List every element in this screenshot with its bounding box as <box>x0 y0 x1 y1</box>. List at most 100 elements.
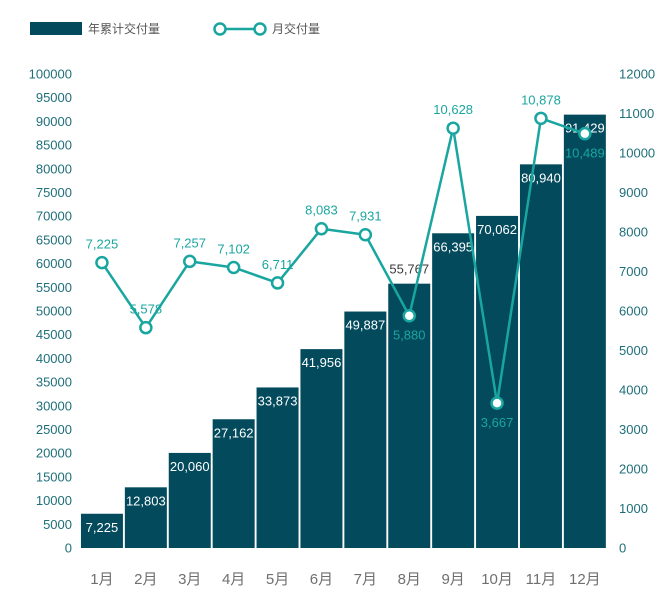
x-tick: 9月 <box>441 571 464 588</box>
y-left-tick: 100000 <box>29 67 72 82</box>
line-point <box>95 255 109 270</box>
y-axis-right: 0 1000 2000 3000 4000 5000 6000 7000 8000 9000 100… <box>619 67 655 556</box>
bar-labels: 7,225 12,803 20,060 27,162 33,873 41,956 49,88… <box>86 121 605 535</box>
bar <box>80 513 123 548</box>
y-right-tick: 0 <box>619 541 626 556</box>
legend-bar-label: 年累计交付量 <box>88 21 160 36</box>
line-label: 10,628 <box>433 102 473 117</box>
x-tick: 4月 <box>222 571 245 588</box>
y-left-tick: 95000 <box>36 90 72 105</box>
bar-label: 55,767 <box>389 262 429 277</box>
x-tick: 11月 <box>526 571 557 588</box>
line-label: 5,578 <box>130 302 163 317</box>
y-left-tick: 30000 <box>36 398 72 413</box>
y-left-tick: 50000 <box>36 304 72 319</box>
line-label: 8,083 <box>305 203 338 218</box>
bar-label: 41,956 <box>302 355 342 370</box>
y-right-tick: 2000 <box>619 462 648 477</box>
bar <box>124 487 167 548</box>
line-label: 3,667 <box>481 415 514 430</box>
y-axis-left: 0 5000 10000 15000 20000 25000 30000 35000 40000… <box>29 67 72 556</box>
bar-label: 80,940 <box>521 170 561 185</box>
y-left-tick: 25000 <box>36 422 72 437</box>
y-left-tick: 90000 <box>36 114 72 129</box>
bar <box>519 164 562 548</box>
x-tick: 5月 <box>266 571 289 588</box>
line-label: 7,257 <box>173 235 206 250</box>
bar <box>344 311 387 548</box>
x-tick: 1月 <box>90 571 113 588</box>
line-label: 5,880 <box>393 328 426 343</box>
legend-line-label: 月交付量 <box>272 21 320 36</box>
line-label: 6,711 <box>262 257 294 272</box>
y-left-tick: 35000 <box>36 375 72 390</box>
x-tick: 7月 <box>354 571 377 588</box>
bar <box>432 233 475 548</box>
line-point <box>578 126 592 141</box>
y-right-tick: 11000 <box>619 106 654 121</box>
y-right-tick: 4000 <box>619 383 648 398</box>
line-labels: 7,225 5,578 7,257 7,102 6,711 8,083 7,931 5,880… <box>86 92 605 430</box>
y-left-tick: 60000 <box>36 256 72 271</box>
y-left-tick: 45000 <box>36 327 72 342</box>
x-tick: 2月 <box>134 571 157 588</box>
line-point <box>183 254 197 269</box>
line-point <box>490 396 504 410</box>
bar <box>256 387 299 548</box>
line-point <box>226 260 241 275</box>
y-right-tick: 5000 <box>619 343 648 358</box>
x-tick: 12月 <box>569 571 601 588</box>
line-point <box>446 121 460 135</box>
line-point <box>358 227 373 242</box>
y-left-tick: 10000 <box>36 493 72 508</box>
y-left-tick: 75000 <box>36 185 72 200</box>
line-point <box>270 276 285 290</box>
bar <box>388 283 431 548</box>
bar-label: 27,162 <box>214 425 254 440</box>
monthly-line-path <box>100 117 586 405</box>
y-left-tick: 70000 <box>36 209 72 224</box>
bar-label: 70,062 <box>477 222 517 237</box>
y-right-tick: 10000 <box>619 146 655 161</box>
y-right-tick: 1000 <box>619 501 648 516</box>
legend-bar-swatch <box>30 22 82 35</box>
bar <box>563 114 606 549</box>
line-label: 10,489 <box>565 146 605 161</box>
line-label: 7,931 <box>349 209 382 224</box>
y-right-tick: 6000 <box>619 304 648 319</box>
y-right-tick: 8000 <box>619 225 648 240</box>
bars <box>80 114 606 549</box>
bar-label: 66,395 <box>433 239 473 254</box>
x-tick: 6月 <box>310 571 333 588</box>
line-point <box>139 320 153 335</box>
y-left-tick: 65000 <box>36 232 72 247</box>
y-right-tick: 9000 <box>619 185 648 200</box>
legend-line-marker-left <box>213 22 227 36</box>
x-tick: 3月 <box>178 571 201 588</box>
bar <box>300 349 343 548</box>
bar <box>476 215 519 548</box>
line-label: 7,102 <box>217 241 250 256</box>
y-right-tick: 7000 <box>619 264 648 279</box>
y-left-tick: 5000 <box>43 517 72 532</box>
bar <box>212 419 255 548</box>
y-right-tick: 12000 <box>619 67 655 82</box>
bar <box>168 452 211 548</box>
x-tick: 8月 <box>398 571 421 588</box>
legend-line-marker-right <box>253 22 267 36</box>
y-left-tick: 0 <box>65 541 72 556</box>
line-point <box>534 111 548 126</box>
monthly-line <box>95 111 592 410</box>
legend: 年累计交付量 月交付量 <box>30 21 320 36</box>
line-label: 7,225 <box>86 237 119 252</box>
bar-label: 7,225 <box>86 520 119 535</box>
y-left-tick: 40000 <box>36 351 72 366</box>
y-left-tick: 80000 <box>36 161 72 176</box>
line-label: 10,878 <box>521 92 561 107</box>
bar-label: 20,060 <box>170 459 210 474</box>
bar-label: 33,873 <box>258 393 298 408</box>
y-left-tick: 15000 <box>36 469 72 484</box>
line-point <box>314 221 329 236</box>
y-left-tick: 85000 <box>36 138 72 153</box>
